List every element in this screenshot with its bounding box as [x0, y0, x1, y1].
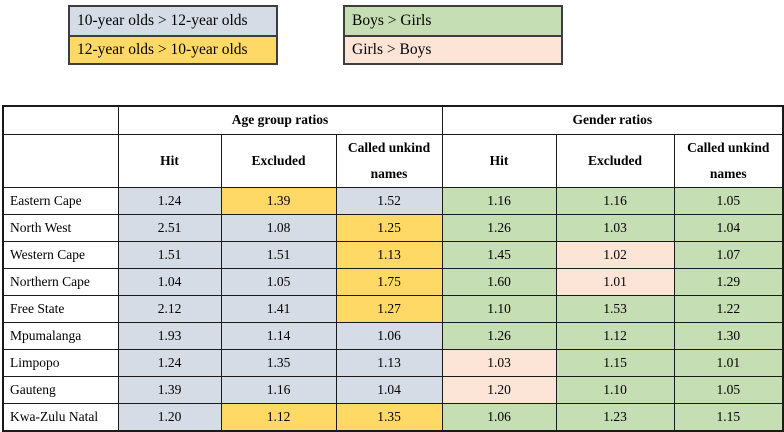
ratio-cell: 1.03 [555, 214, 675, 243]
age-excluded-header: Excluded [220, 133, 337, 189]
table-row: Eastern Cape 1.24 1.39 1.52 1.16 1.16 1.05 [2, 187, 784, 216]
ratio-cell: 1.20 [117, 403, 222, 432]
ratio-cell: 1.04 [673, 214, 784, 243]
ratio-cell: 1.27 [335, 295, 443, 324]
ratio-cell: 1.93 [117, 322, 222, 351]
legend-item-girls-gt-boys: Girls > Boys [345, 35, 561, 63]
age-legend-box: 10-year olds > 12-year olds 12-year olds… [68, 5, 278, 65]
ratio-cell: 1.06 [441, 403, 557, 432]
province-label: North West [2, 214, 119, 243]
ratio-cell: 1.22 [673, 295, 784, 324]
sub-header-row: Hit Excluded Called unkind names Hit Exc… [2, 133, 784, 189]
ratio-cell: 1.05 [673, 187, 784, 216]
ratio-cell: 1.41 [220, 295, 337, 324]
ratio-cell: 1.39 [117, 376, 222, 405]
ratio-cell: 1.16 [220, 376, 337, 405]
table-row: Western Cape 1.51 1.51 1.13 1.45 1.02 1.07 [2, 241, 784, 270]
ratio-cell: 1.12 [220, 403, 337, 432]
ratio-cell: 1.13 [335, 349, 443, 378]
corner-cell [2, 133, 119, 189]
ratio-cell: 1.04 [117, 268, 222, 297]
table-header: Age group ratios Gender ratios Hit Exclu… [2, 105, 784, 189]
ratio-cell: 1.45 [441, 241, 557, 270]
province-label: Kwa-Zulu Natal [2, 403, 119, 432]
corner-cell [2, 105, 119, 135]
table-body: Eastern Cape 1.24 1.39 1.52 1.16 1.16 1.05 Nort… [2, 187, 784, 432]
gender-unkind-names-header: Called unkind names [673, 133, 784, 189]
ratio-cell: 1.05 [220, 268, 337, 297]
province-label: Limpopo [2, 349, 119, 378]
legend-item-10gt12: 10-year olds > 12-year olds [70, 7, 276, 35]
group-header-row: Age group ratios Gender ratios [2, 105, 784, 135]
province-label: Northern Cape [2, 268, 119, 297]
ratio-cell: 1.15 [673, 403, 784, 432]
gender-legend-box: Boys > Girls Girls > Boys [343, 5, 563, 65]
ratio-cell: 1.13 [335, 241, 443, 270]
gender-group-header: Gender ratios [441, 105, 784, 135]
province-label: Gauteng [2, 376, 119, 405]
ratio-cell: 1.12 [555, 322, 675, 351]
ratio-cell: 1.24 [117, 349, 222, 378]
ratio-cell: 1.04 [335, 376, 443, 405]
ratio-cell: 1.20 [441, 376, 557, 405]
ratio-cell: 1.60 [441, 268, 557, 297]
age-unkind-names-header: Called unkind names [335, 133, 443, 189]
ratio-cell: 1.08 [220, 214, 337, 243]
ratio-cell: 1.14 [220, 322, 337, 351]
ratio-cell: 1.26 [441, 214, 557, 243]
ratio-cell: 1.06 [335, 322, 443, 351]
table-row: Kwa-Zulu Natal 1.20 1.12 1.35 1.06 1.23 1.15 [2, 403, 784, 432]
ratio-cell: 1.05 [673, 376, 784, 405]
gender-hit-header: Hit [441, 133, 557, 189]
ratio-cell: 1.53 [555, 295, 675, 324]
ratio-cell: 2.12 [117, 295, 222, 324]
province-label: Western Cape [2, 241, 119, 270]
province-label: Free State [2, 295, 119, 324]
ratio-cell: 1.23 [555, 403, 675, 432]
ratio-cell: 1.35 [220, 349, 337, 378]
gender-excluded-header: Excluded [555, 133, 675, 189]
ratio-cell: 1.26 [441, 322, 557, 351]
table-row: Mpumalanga 1.93 1.14 1.06 1.26 1.12 1.30 [2, 322, 784, 351]
province-label: Mpumalanga [2, 322, 119, 351]
ratio-cell: 1.16 [555, 187, 675, 216]
age-hit-header: Hit [117, 133, 222, 189]
ratio-cell: 1.39 [220, 187, 337, 216]
ratio-cell: 1.29 [673, 268, 784, 297]
table-row: Northern Cape 1.04 1.05 1.75 1.60 1.01 1.29 [2, 268, 784, 297]
province-label: Eastern Cape [2, 187, 119, 216]
ratio-cell: 1.01 [673, 349, 784, 378]
ratio-cell: 1.25 [335, 214, 443, 243]
legend-item-12gt10: 12-year olds > 10-year olds [70, 35, 276, 63]
table-row: North West 2.51 1.08 1.25 1.26 1.03 1.04 [2, 214, 784, 243]
ratio-cell: 1.24 [117, 187, 222, 216]
ratio-cell: 2.51 [117, 214, 222, 243]
ratio-cell: 1.10 [441, 295, 557, 324]
ratio-cell: 1.75 [335, 268, 443, 297]
ratio-cell: 1.51 [220, 241, 337, 270]
table-row: Limpopo 1.24 1.35 1.13 1.03 1.15 1.01 [2, 349, 784, 378]
ratio-cell: 1.03 [441, 349, 557, 378]
ratio-cell: 1.51 [117, 241, 222, 270]
ratio-cell: 1.52 [335, 187, 443, 216]
table-row: Gauteng 1.39 1.16 1.04 1.20 1.10 1.05 [2, 376, 784, 405]
ratio-cell: 1.01 [555, 268, 675, 297]
legend-item-boys-gt-girls: Boys > Girls [345, 7, 561, 35]
ratio-cell: 1.15 [555, 349, 675, 378]
age-group-header: Age group ratios [117, 105, 443, 135]
table-row: Free State 2.12 1.41 1.27 1.10 1.53 1.22 [2, 295, 784, 324]
ratio-cell: 1.02 [555, 241, 675, 270]
ratio-cell: 1.07 [673, 241, 784, 270]
ratio-cell: 1.10 [555, 376, 675, 405]
ratio-cell: 1.16 [441, 187, 557, 216]
ratios-table: Age group ratios Gender ratios Hit Exclu… [2, 105, 784, 432]
ratio-cell: 1.35 [335, 403, 443, 432]
ratio-cell: 1.30 [673, 322, 784, 351]
